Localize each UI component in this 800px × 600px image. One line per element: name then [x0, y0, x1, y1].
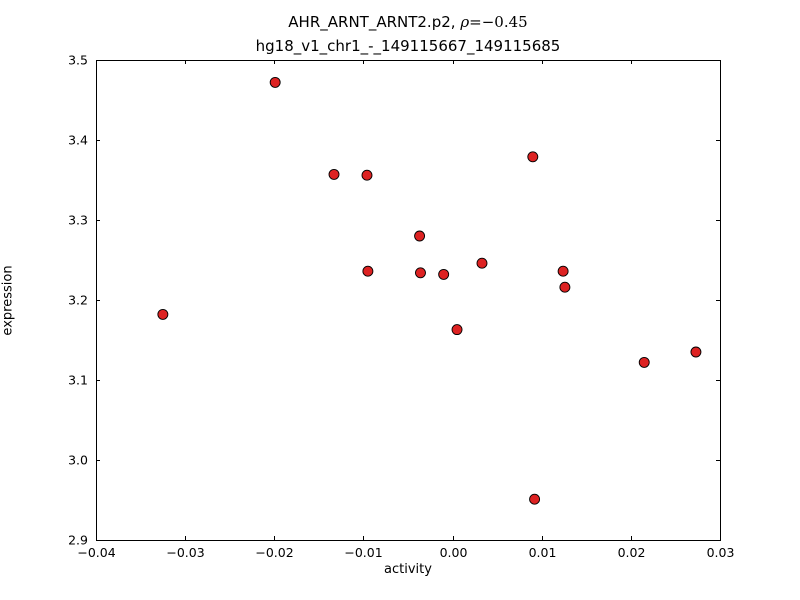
- plot-title: AHR_ARNT_ARNT2.p2, ρ=−0.45: [96, 12, 720, 32]
- data-point: [157, 308, 169, 320]
- y-tick-label: 2.9: [68, 533, 88, 548]
- x-tick-label: −0.04: [77, 545, 115, 560]
- data-point: [690, 346, 702, 358]
- data-point: [527, 151, 539, 163]
- y-tick-label: 3.5: [68, 53, 88, 68]
- y-tick-label: 3.3: [68, 213, 88, 228]
- rho-symbol: ρ: [460, 13, 470, 31]
- x-axis-label: activity: [384, 562, 432, 577]
- data-point: [328, 168, 340, 180]
- plot-title-prefix: AHR_ARNT_ARNT2.p2,: [288, 13, 461, 31]
- plot-title-math: ρ=−0.45: [460, 13, 527, 31]
- axes-frame: [96, 60, 721, 541]
- data-point: [438, 268, 450, 280]
- data-point: [638, 356, 650, 368]
- y-tick-label: 3.2: [68, 293, 88, 308]
- data-point: [557, 265, 569, 277]
- rho-value: =−0.45: [469, 13, 528, 31]
- data-point: [529, 493, 541, 505]
- y-tick-label: 3.0: [68, 453, 88, 468]
- data-point: [476, 257, 488, 269]
- data-point: [414, 230, 426, 242]
- x-tick-label: −0.02: [255, 545, 293, 560]
- x-tick-label: 0.02: [618, 545, 646, 560]
- data-point: [361, 169, 373, 181]
- data-point: [415, 267, 426, 279]
- x-tick-label: 0.00: [440, 545, 468, 560]
- data-point: [451, 324, 463, 336]
- y-tick-label: 3.1: [68, 373, 88, 388]
- x-tick-label: 0.03: [707, 545, 735, 560]
- x-tick-label: 0.01: [529, 545, 557, 560]
- x-tick-label: −0.03: [166, 545, 204, 560]
- data-point: [362, 265, 374, 277]
- y-tick-label: 3.4: [68, 133, 88, 148]
- plot-subtitle: hg18_v1_chr1_-_149115667_149115685: [255, 37, 561, 55]
- data-point: [559, 281, 571, 293]
- y-axis-label: expression: [0, 265, 16, 336]
- x-tick-label: −0.01: [344, 545, 382, 560]
- data-point: [269, 76, 281, 88]
